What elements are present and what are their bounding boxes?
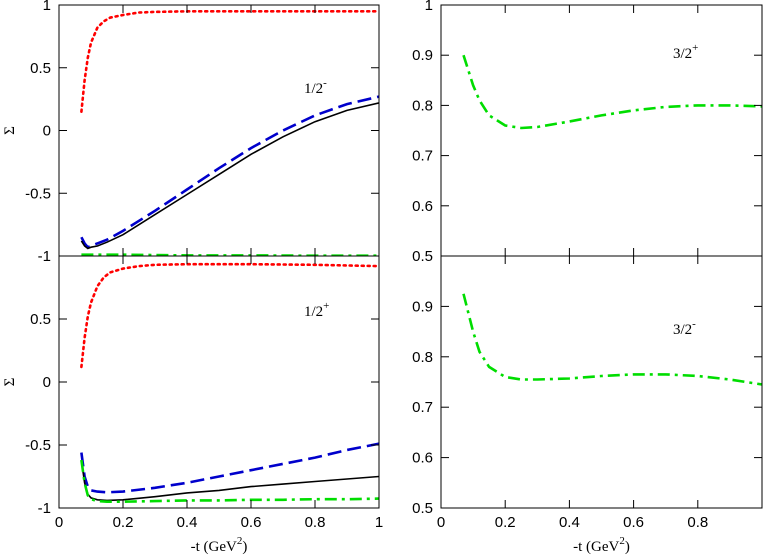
- x-tick-label: 0.8: [305, 514, 326, 531]
- panel-label: 1/2+: [304, 300, 329, 320]
- x-tick-label: 1: [375, 514, 383, 531]
- plot-frame: [58, 4, 380, 257]
- y-tick-label: -0.5: [25, 437, 51, 454]
- y-tick-label: 1: [43, 0, 51, 14]
- panel-bottom-right: 0.5 0.6 0.7 0.8 0.9 0 0.2 0.4 0.6 0.8 3/2- -t (GeV2…: [412, 255, 763, 555]
- panel-top-left: -1 -0.5 0 0.5 1 1/2- Σ: [2, 0, 380, 265]
- y-tick-label: 0.6: [412, 450, 433, 467]
- y-tick-label: 0.7: [412, 399, 433, 416]
- panel-label: 1/2-: [304, 77, 327, 97]
- x-tick-label: 0.4: [177, 514, 198, 531]
- y-tick-label: 0: [43, 123, 51, 140]
- panel-label: 3/2+: [673, 42, 698, 62]
- y-tick-label: 1: [425, 0, 433, 14]
- y-tick-label: 0.9: [412, 47, 433, 64]
- x-axis-title: -t (GeV2): [573, 535, 630, 555]
- y-tick-label: -1: [38, 248, 51, 265]
- panel-label: 3/2-: [673, 318, 696, 338]
- x-tick-label: 0.6: [241, 514, 262, 531]
- series-dashdot-green: [462, 293, 762, 386]
- plot-frame: [58, 255, 380, 509]
- y-tick-label: 0.9: [412, 298, 433, 315]
- y-tick-label: 0.5: [412, 500, 433, 517]
- series-dashed-blue: [80, 442, 379, 494]
- series-dashdot-green: [462, 54, 762, 130]
- series-dotted-red: [80, 10, 379, 113]
- y-tick-label: 0.5: [412, 248, 433, 265]
- y-tick-label: 0: [43, 374, 51, 391]
- series-solid-black: [80, 102, 379, 250]
- y-tick-label: 0.8: [412, 349, 433, 366]
- x-tick-label: 0.4: [559, 514, 580, 531]
- x-tick-label: 0.6: [623, 514, 644, 531]
- y-axis-title: Σ: [2, 126, 18, 135]
- x-tick-label: 0.2: [113, 514, 134, 531]
- y-tick-label: 0.7: [412, 148, 433, 165]
- plot-frame: [440, 4, 763, 257]
- panel-bottom-left: -1 -0.5 0 0.5 0 0.2 0.4 0.6 0.8 1 1/2+ Σ -t (GeV2): [2, 255, 383, 555]
- plot-frame: [440, 255, 763, 509]
- series-dotted-red: [80, 262, 379, 369]
- y-axis-title: Σ: [2, 378, 18, 387]
- y-tick-label: 0.8: [412, 97, 433, 114]
- series-dashed-blue: [80, 95, 379, 249]
- x-tick-label: 0: [437, 514, 445, 531]
- y-tick-label: -0.5: [25, 185, 51, 202]
- x-tick-label: 0.8: [687, 514, 708, 531]
- y-tick-label: -1: [38, 500, 51, 517]
- y-tick-label: 0.6: [412, 198, 433, 215]
- y-tick-label: 0.5: [30, 311, 51, 328]
- series-solid-black: [80, 459, 379, 502]
- panel-top-right: 0.5 0.6 0.7 0.8 0.9 1 3/2+: [412, 0, 763, 265]
- x-tick-label: 0.2: [495, 514, 516, 531]
- y-tick-label: 0.5: [30, 60, 51, 77]
- x-tick-label: 0: [55, 514, 63, 531]
- x-axis-title: -t (GeV2): [191, 535, 248, 555]
- series-dashdot-green: [80, 459, 379, 503]
